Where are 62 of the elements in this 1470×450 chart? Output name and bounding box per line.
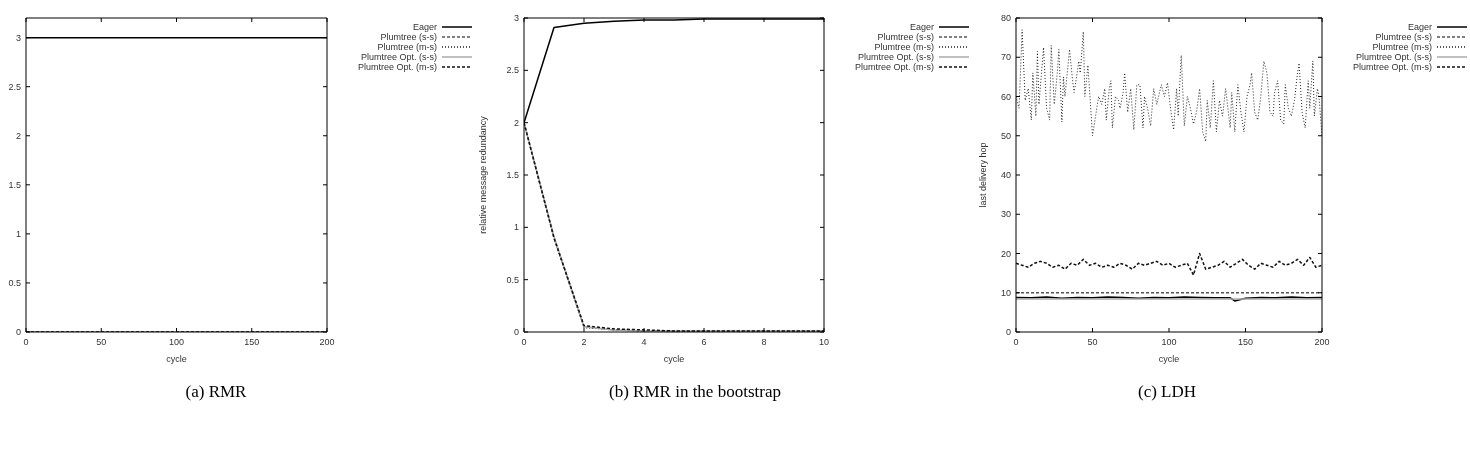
y-tick-label: 0.5: [8, 277, 21, 288]
legend-label: Plumtree (s-s): [877, 32, 934, 42]
x-tick-label: 0: [1013, 337, 1019, 347]
x-tick-label: 4: [641, 337, 647, 347]
x-tick-label: 200: [1314, 337, 1330, 347]
y-tick-label: 60: [1000, 91, 1011, 102]
y-tick-label: 2: [513, 117, 519, 128]
y-tick-label: 2.5: [506, 65, 519, 76]
x-tick-label: 0: [23, 337, 29, 347]
legend-label: Plumtree Opt. (s-s): [360, 52, 437, 62]
y-tick-label: 70: [1000, 52, 1011, 63]
x-tick-label: 50: [1087, 337, 1098, 347]
y-tick-label: 0: [1005, 327, 1011, 337]
x-tick-label: 8: [761, 337, 767, 347]
x-tick-label: 200: [319, 337, 335, 347]
y-tick-label: 10: [1000, 287, 1011, 298]
y-tick-label: 2: [15, 130, 21, 141]
y-tick-label: 3: [513, 13, 519, 23]
y-tick-label: 2.5: [8, 81, 21, 92]
x-tick-label: 0: [521, 337, 527, 347]
legend-label: Plumtree (m-s): [874, 42, 934, 52]
y-tick-label: 30: [1000, 209, 1011, 220]
x-tick-label: 150: [1237, 337, 1254, 347]
text: (a) RMR: [184, 382, 248, 402]
y-tick-label: 80: [1000, 13, 1011, 23]
x-axis-title: cycle: [1158, 354, 1180, 364]
legend-label: Plumtree (m-s): [377, 42, 437, 52]
legend-label: Plumtree Opt. (m-s): [854, 62, 934, 72]
text: (c) LDH: [1136, 382, 1198, 402]
x-tick-label: 10: [818, 337, 830, 347]
legend-label: Eager: [1407, 22, 1432, 32]
y-tick-label: 1.5: [8, 179, 21, 190]
legend-label: Plumtree (s-s): [380, 32, 437, 42]
legend-label: Plumtree (s-s): [1375, 32, 1432, 42]
y-tick-label: 0: [15, 327, 21, 337]
legend-label: Plumtree Opt. (m-s): [1352, 62, 1432, 72]
x-tick-label: 100: [1161, 337, 1177, 347]
legend-label: Plumtree Opt. (s-s): [857, 52, 934, 62]
x-axis-title: cycle: [663, 354, 685, 364]
x-tick-label: 100: [168, 337, 185, 347]
text: (b) RMR in the bootstrap: [608, 382, 782, 402]
y-tick-label: 50: [1000, 130, 1011, 141]
x-tick-label: 50: [96, 337, 107, 347]
y-tick-label: 3: [15, 32, 21, 43]
x-tick-label: 6: [701, 337, 707, 347]
y-tick-label: 1: [15, 228, 21, 239]
y-tick-label: 40: [1000, 170, 1011, 180]
x-tick-label: 150: [244, 337, 260, 347]
y-tick-label: 0: [513, 327, 519, 337]
y-tick-label: 1.5: [506, 170, 519, 180]
legend-label: Plumtree (m-s): [1372, 42, 1432, 52]
legend-label: Eager: [412, 22, 437, 32]
y-axis-title: last delivery hop: [978, 142, 988, 208]
y-tick-label: 0.5: [506, 274, 519, 285]
legend-label: Plumtree Opt. (m-s): [357, 62, 437, 72]
y-tick-label: 1: [513, 222, 519, 233]
x-tick-label: 2: [581, 337, 587, 347]
legend-label: Eager: [909, 22, 934, 32]
y-tick-label: 20: [1000, 248, 1011, 259]
y-axis-title: relative message redundancy: [478, 115, 488, 234]
legend-label: Plumtree Opt. (s-s): [1355, 52, 1432, 62]
x-axis-title: cycle: [166, 354, 187, 364]
